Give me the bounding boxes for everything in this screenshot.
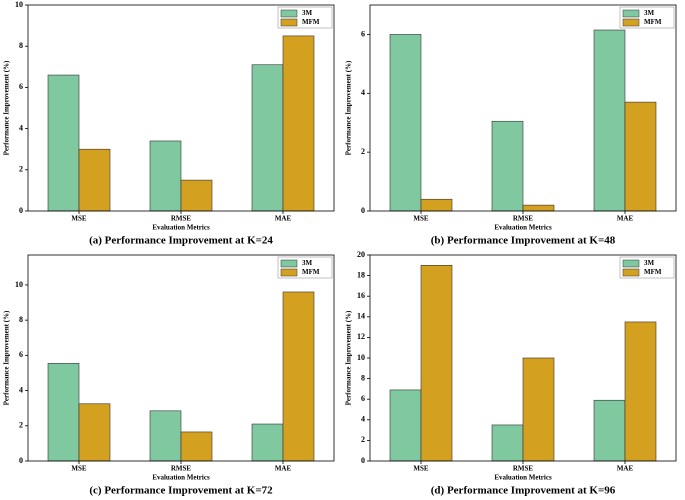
x-tick-label: RMSE xyxy=(513,465,534,473)
y-tick-label: 6 xyxy=(19,350,23,359)
legend-swatch xyxy=(280,9,298,18)
y-tick-label: 8 xyxy=(19,41,23,50)
y-tick-label: 4 xyxy=(19,385,23,394)
x-tick-label: MSE xyxy=(413,215,429,223)
legend-label: MFM xyxy=(302,18,320,26)
caption: (d) Performance Improvement at K=96 xyxy=(431,485,616,497)
y-axis-label: Performance Improvement (%) xyxy=(3,60,11,155)
plot-frame xyxy=(27,4,335,212)
y-tick-label: 10 xyxy=(357,353,365,362)
y-tick-label: 0 xyxy=(361,456,365,465)
y-axis-label: Performance Improvement (%) xyxy=(345,60,353,155)
x-tick-label: MSE xyxy=(71,465,87,473)
y-tick-label: 0 xyxy=(19,456,23,465)
x-tick-label: MAE xyxy=(275,215,292,223)
x-axis-label: Evaluation Metrics xyxy=(494,224,552,232)
legend-label: MFM xyxy=(644,18,662,26)
x-tick-label: MSE xyxy=(413,465,429,473)
y-tick-label: 2 xyxy=(361,147,365,156)
y-tick-label: 18 xyxy=(357,270,365,279)
bar xyxy=(389,34,422,212)
legend-label: MFM xyxy=(302,268,320,276)
x-axis-label: Evaluation Metrics xyxy=(494,474,552,482)
y-tick-label: 2 xyxy=(19,421,23,430)
y-tick-label: 10 xyxy=(15,280,23,289)
legend-swatch xyxy=(280,259,298,268)
legend-swatch xyxy=(622,259,640,268)
bar xyxy=(78,403,111,462)
x-tick-label: RMSE xyxy=(513,215,534,223)
legend-label: 3M xyxy=(644,259,655,267)
bar xyxy=(149,410,182,462)
bar xyxy=(251,423,284,462)
legend-label: 3M xyxy=(644,9,655,17)
y-tick-label: 4 xyxy=(361,415,365,424)
bar xyxy=(180,431,213,462)
bar xyxy=(78,148,111,212)
plot-frame xyxy=(369,254,677,462)
bar xyxy=(624,321,657,462)
x-tick-label: MAE xyxy=(617,215,634,223)
legend-label: MFM xyxy=(644,268,662,276)
y-tick-label: 0 xyxy=(19,206,23,215)
bar xyxy=(420,198,453,212)
plot-frame xyxy=(27,254,335,462)
x-tick-label: RMSE xyxy=(171,215,192,223)
x-tick-label: MAE xyxy=(617,465,634,473)
legend-swatch xyxy=(622,18,640,27)
bar xyxy=(593,29,626,212)
bar xyxy=(522,204,555,212)
legend-swatch xyxy=(622,9,640,18)
x-axis-label: Evaluation Metrics xyxy=(152,474,210,482)
bar xyxy=(389,389,422,462)
bar xyxy=(624,101,657,212)
bar xyxy=(149,140,182,212)
y-tick-label: 6 xyxy=(19,82,23,91)
legend-swatch xyxy=(280,18,298,27)
y-tick-label: 8 xyxy=(19,315,23,324)
plot-frame xyxy=(369,4,677,212)
caption: (b) Performance Improvement at K=48 xyxy=(431,235,616,247)
y-tick-label: 16 xyxy=(357,291,365,300)
x-tick-label: MSE xyxy=(71,215,87,223)
y-tick-label: 8 xyxy=(361,373,365,382)
bar xyxy=(593,399,626,462)
bar xyxy=(522,357,555,462)
bar xyxy=(420,264,453,462)
y-tick-label: 20 xyxy=(357,250,365,259)
y-tick-label: 0 xyxy=(361,206,365,215)
caption: (c) Performance Improvement at K=72 xyxy=(89,485,273,497)
y-tick-label: 12 xyxy=(357,332,365,341)
y-tick-label: 6 xyxy=(361,29,365,38)
y-axis-label: Performance Improvement (%) xyxy=(345,310,353,405)
bar xyxy=(491,120,524,212)
legend-swatch xyxy=(622,268,640,277)
y-axis-label: Performance Improvement (%) xyxy=(3,310,11,405)
y-tick-label: 4 xyxy=(19,123,23,132)
x-tick-label: MAE xyxy=(275,465,292,473)
caption: (a) Performance Improvement at K=24 xyxy=(89,235,273,247)
y-tick-label: 14 xyxy=(357,312,365,321)
bar xyxy=(282,291,315,462)
bar xyxy=(47,362,80,462)
legend-label: 3M xyxy=(302,259,313,267)
y-tick-label: 4 xyxy=(361,88,365,97)
bar xyxy=(47,74,80,212)
y-tick-label: 10 xyxy=(15,0,23,9)
y-tick-label: 2 xyxy=(361,435,365,444)
legend-swatch xyxy=(280,268,298,277)
y-tick-label: 6 xyxy=(361,394,365,403)
x-tick-label: RMSE xyxy=(171,465,192,473)
bar xyxy=(251,64,284,212)
bar xyxy=(180,179,213,212)
legend-label: 3M xyxy=(302,9,313,17)
y-tick-label: 2 xyxy=(19,165,23,174)
x-axis-label: Evaluation Metrics xyxy=(152,224,210,232)
bar xyxy=(282,35,315,212)
bar xyxy=(491,424,524,462)
